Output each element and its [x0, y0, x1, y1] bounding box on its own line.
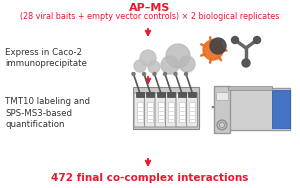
Bar	[157, 92, 164, 97]
Bar	[178, 102, 184, 122]
Circle shape	[153, 73, 156, 76]
Bar	[168, 102, 174, 122]
FancyBboxPatch shape	[155, 93, 166, 127]
Circle shape	[242, 59, 250, 67]
Circle shape	[174, 73, 177, 76]
Text: +: +	[209, 99, 224, 117]
Circle shape	[142, 73, 146, 76]
Bar	[136, 92, 143, 97]
Bar	[158, 102, 164, 122]
Bar	[216, 92, 228, 100]
Circle shape	[217, 120, 227, 130]
Circle shape	[140, 50, 156, 66]
Bar	[188, 92, 196, 97]
Text: TMT10 labeling and
SPS-MS3-based
quantification: TMT10 labeling and SPS-MS3-based quantif…	[5, 97, 90, 129]
Circle shape	[148, 61, 160, 73]
Bar	[228, 88, 290, 130]
Text: (28 viral baits + empty vector controls) × 2 biological replicates: (28 viral baits + empty vector controls)…	[20, 12, 280, 21]
Circle shape	[232, 36, 238, 43]
Bar	[136, 102, 142, 122]
Bar	[147, 102, 153, 122]
Circle shape	[220, 123, 224, 127]
Bar	[228, 86, 272, 90]
FancyBboxPatch shape	[176, 93, 187, 127]
Circle shape	[179, 56, 195, 72]
Bar	[167, 92, 175, 97]
Circle shape	[184, 73, 188, 76]
Circle shape	[134, 60, 146, 72]
Circle shape	[132, 73, 135, 76]
Circle shape	[210, 38, 226, 54]
FancyBboxPatch shape	[145, 93, 155, 127]
Bar	[189, 102, 195, 122]
Bar	[272, 90, 290, 128]
Text: Express in Caco-2
immunoprecipitate: Express in Caco-2 immunoprecipitate	[5, 48, 87, 68]
Circle shape	[164, 73, 166, 76]
Text: 472 final co-complex interactions: 472 final co-complex interactions	[51, 173, 249, 183]
Bar	[214, 86, 230, 133]
Circle shape	[254, 36, 260, 43]
Text: AP–MS: AP–MS	[129, 3, 171, 13]
Bar	[146, 92, 154, 97]
FancyBboxPatch shape	[166, 93, 176, 127]
FancyBboxPatch shape	[187, 93, 197, 127]
FancyBboxPatch shape	[134, 93, 145, 127]
Circle shape	[166, 44, 190, 68]
Circle shape	[161, 56, 179, 74]
Circle shape	[203, 40, 223, 60]
Bar	[133, 87, 199, 129]
Bar	[178, 92, 185, 97]
